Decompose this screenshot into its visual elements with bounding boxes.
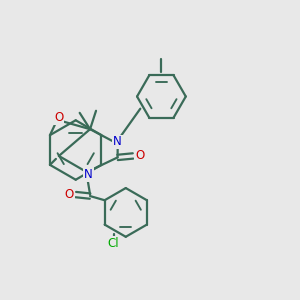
Text: O: O <box>64 188 74 201</box>
Text: O: O <box>135 149 144 162</box>
Text: N: N <box>84 168 93 181</box>
Text: N: N <box>113 136 122 148</box>
Text: Cl: Cl <box>108 237 119 250</box>
Text: O: O <box>54 111 64 124</box>
